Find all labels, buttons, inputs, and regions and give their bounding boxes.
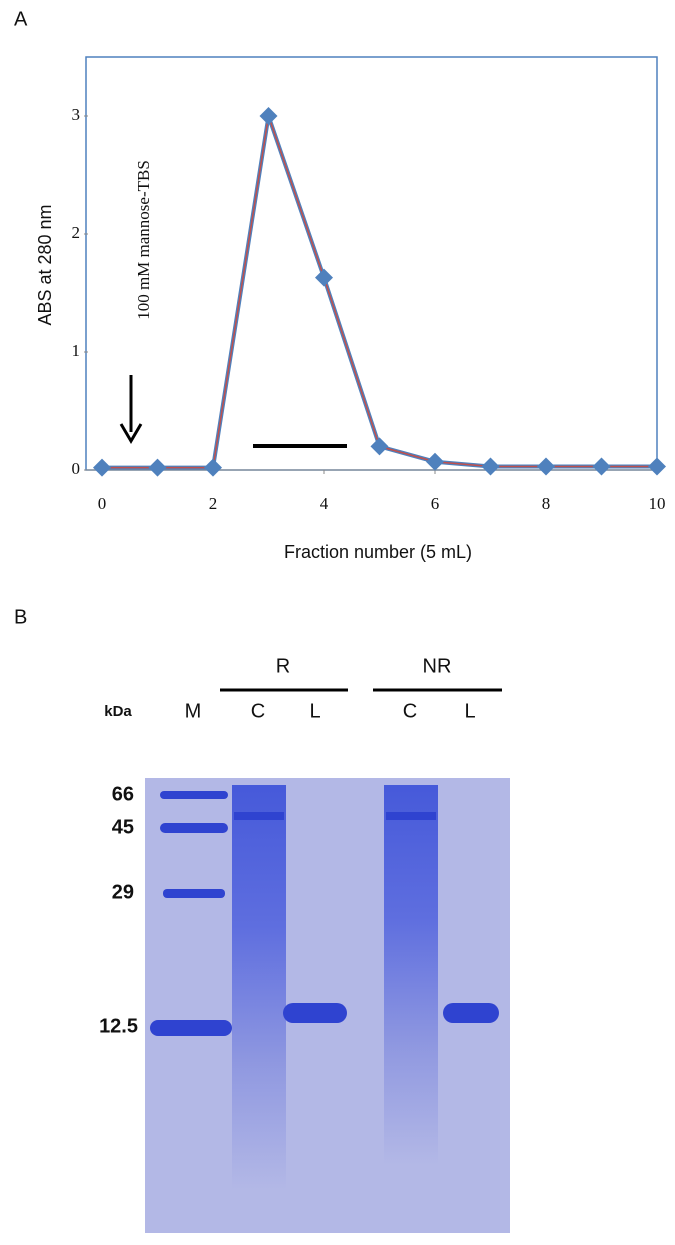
panel-label: B <box>14 606 27 628</box>
x-tick-label: 2 <box>209 494 218 513</box>
point <box>481 457 500 476</box>
series-line-outline <box>102 115 657 470</box>
x-tick-label: 6 <box>431 494 440 513</box>
band <box>150 1020 232 1036</box>
band <box>163 889 225 898</box>
group-label: NR <box>423 655 452 677</box>
band <box>443 1003 499 1023</box>
band <box>234 812 284 820</box>
lane-label: C <box>403 700 417 722</box>
marker-size: 29 <box>112 881 134 903</box>
point <box>93 458 111 477</box>
marker-size: 45 <box>112 816 134 838</box>
point <box>426 452 444 471</box>
x-tick-label: 0 <box>98 494 107 513</box>
band <box>283 1003 347 1023</box>
bands <box>150 791 499 1036</box>
band <box>160 791 228 799</box>
point <box>204 458 222 477</box>
marker-size: 66 <box>112 783 134 805</box>
lane-label: L <box>309 700 320 722</box>
y-tick-label: 1 <box>72 341 81 360</box>
unit-label: kDa <box>104 703 132 720</box>
x-tick-label: 10 <box>649 494 666 513</box>
band <box>386 812 436 820</box>
x-tick-label: 4 <box>320 494 329 513</box>
point <box>370 437 389 456</box>
plot-frame <box>85 56 658 471</box>
group-label: R <box>276 655 290 677</box>
annotation: 100 mM mannose-TBS <box>134 160 153 320</box>
arrow-head <box>119 423 143 444</box>
lane-label: L <box>464 700 475 722</box>
x-tick-label: 8 <box>542 494 551 513</box>
y-tick-label: 2 <box>72 223 81 242</box>
panel-label: A <box>14 8 28 30</box>
point <box>259 107 278 125</box>
point <box>148 458 167 477</box>
lane-smear <box>384 785 438 1165</box>
lane-label: M <box>185 700 202 722</box>
marker-size: 12.5 <box>99 1015 138 1037</box>
lane-smear <box>232 785 286 1190</box>
y-tick-label: 0 <box>72 459 81 478</box>
y-axis-label: ABS at 280 nm <box>35 204 55 325</box>
y-tick-label: 3 <box>72 105 81 124</box>
lane-label: C <box>251 700 265 722</box>
band <box>160 823 228 833</box>
series-line <box>102 115 657 469</box>
x-axis-label: Fraction number (5 mL) <box>284 542 472 562</box>
point <box>592 457 611 476</box>
point <box>315 268 333 287</box>
point <box>537 457 555 476</box>
point <box>648 457 666 476</box>
